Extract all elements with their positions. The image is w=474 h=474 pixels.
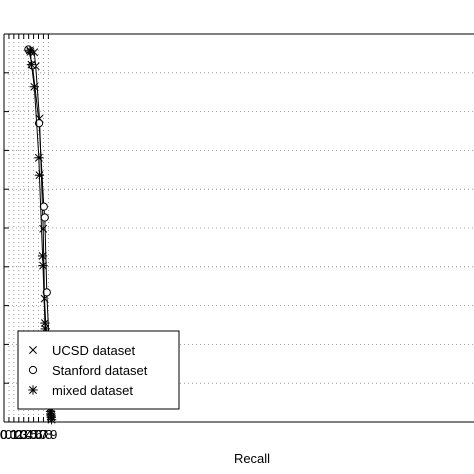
series-point-x <box>29 346 37 354</box>
series-point-asterisk <box>28 385 38 395</box>
x-tick-label: 0.3 <box>10 427 28 442</box>
x-tick-label: 0.9 <box>39 427 57 442</box>
series-point-asterisk <box>38 260 48 271</box>
x-axis-label: Recall <box>234 451 270 466</box>
series-point-asterisk <box>34 170 45 180</box>
series-point-o <box>28 365 38 375</box>
legend-box <box>17 330 180 410</box>
legend-entry-label: mixed dataset <box>52 383 133 398</box>
series-point-asterisk <box>37 251 48 261</box>
marker-stroke <box>29 346 37 354</box>
series-point-o <box>42 288 51 297</box>
marker-stroke <box>39 224 48 233</box>
series-point-asterisk <box>26 59 37 70</box>
legend: UCSD dataset Stanford dataset mixed datase… <box>17 330 180 410</box>
x-tick-label: 0 <box>0 427 7 442</box>
series-point-asterisk <box>34 153 44 163</box>
axes: 00.10.20.30.40.50.60.70.80.9 <box>0 33 474 442</box>
series-point-asterisk <box>46 414 57 425</box>
x-tick-label: 0.1 <box>0 427 18 442</box>
series-point-o <box>40 213 49 222</box>
x-tick-label: 0.8 <box>34 427 52 442</box>
x-tick-label: 0.4 <box>15 427 33 442</box>
series-point-asterisk <box>25 47 36 57</box>
x-tick-label: 0.7 <box>29 427 47 442</box>
series-point-o <box>39 202 48 211</box>
x-tick-label: 0.6 <box>25 427 43 442</box>
legend-entry-label: UCSD dataset <box>52 343 135 358</box>
x-tick-label: 0.2 <box>5 427 23 442</box>
x-tick-label: 0.5 <box>20 427 38 442</box>
series-point-asterisk <box>29 82 39 92</box>
legend-entry-label: Stanford dataset <box>52 363 148 378</box>
